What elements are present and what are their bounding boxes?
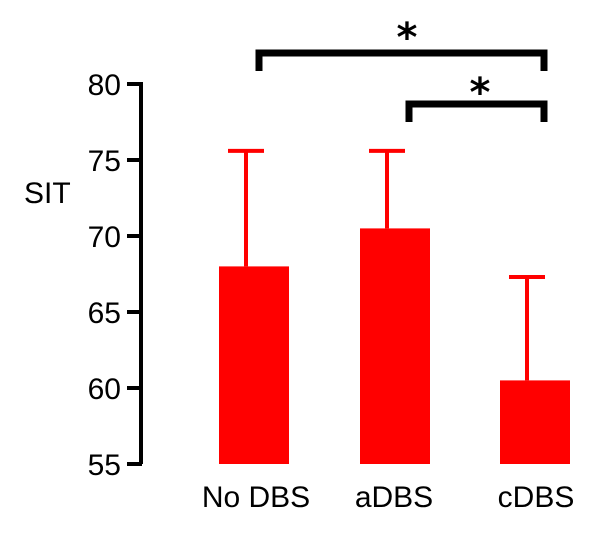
y-axis-title: SIT: [24, 177, 71, 210]
significance-brackets: **: [255, 15, 548, 122]
significance-bracket: [405, 100, 548, 122]
significance-star: *: [397, 15, 418, 61]
y-tick-label: 80: [88, 69, 121, 102]
error-bars: [228, 148, 545, 381]
y-tick-label: 60: [88, 373, 121, 406]
x-category-label: No DBS: [202, 481, 310, 514]
x-category-label: cDBS: [498, 481, 575, 514]
bar-adbs: [360, 228, 430, 464]
x-category-label: aDBS: [355, 481, 433, 514]
y-axis-ticks: 55 60 65 70 75 80: [88, 69, 142, 482]
bars: [219, 228, 570, 464]
y-tick-label: 65: [88, 297, 121, 330]
bar-no-dbs: [219, 266, 289, 464]
category-labels: No DBS aDBS cDBS: [202, 481, 575, 514]
y-tick-label: 70: [88, 221, 121, 254]
y-tick-label: 55: [88, 449, 121, 482]
y-tick-label: 75: [88, 145, 121, 178]
bar-cdbs: [500, 380, 570, 464]
significance-bracket: [255, 49, 548, 71]
significance-star: *: [470, 70, 491, 116]
